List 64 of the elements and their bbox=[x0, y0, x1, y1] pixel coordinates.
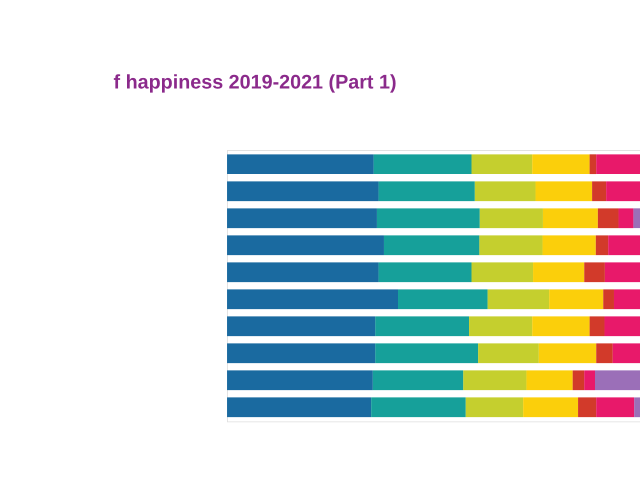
bar bbox=[372, 370, 464, 390]
bar bbox=[536, 181, 592, 202]
bar bbox=[375, 343, 478, 364]
bar bbox=[532, 154, 590, 174]
bar bbox=[478, 343, 539, 364]
bar bbox=[479, 235, 543, 256]
bar bbox=[592, 181, 606, 202]
bar bbox=[469, 316, 532, 336]
bar bbox=[488, 289, 550, 310]
bar bbox=[634, 397, 640, 418]
bar bbox=[618, 208, 634, 228]
bar bbox=[612, 343, 640, 364]
bar bbox=[598, 208, 619, 228]
bar bbox=[533, 262, 584, 282]
bar bbox=[549, 289, 604, 310]
bar bbox=[584, 262, 605, 282]
bar bbox=[376, 208, 480, 228]
bar bbox=[594, 370, 640, 390]
bar bbox=[472, 262, 534, 282]
bar bbox=[532, 316, 590, 336]
bar bbox=[608, 235, 640, 256]
bar bbox=[227, 316, 376, 336]
bar bbox=[614, 289, 640, 310]
bar bbox=[523, 397, 578, 418]
bar bbox=[374, 154, 472, 174]
bar bbox=[398, 289, 488, 310]
bar bbox=[590, 316, 604, 336]
bar bbox=[538, 343, 596, 364]
bar bbox=[227, 397, 372, 418]
bar bbox=[227, 154, 374, 174]
bar bbox=[227, 370, 373, 390]
bar bbox=[378, 181, 475, 202]
bar bbox=[474, 181, 536, 202]
chart-title: f happiness 2019-2021 (Part 1) bbox=[114, 71, 397, 94]
bar bbox=[604, 316, 640, 336]
bar bbox=[633, 208, 640, 228]
bar bbox=[542, 235, 596, 256]
bar bbox=[603, 289, 614, 310]
bar bbox=[371, 397, 466, 418]
bar bbox=[375, 316, 470, 336]
bar bbox=[542, 208, 598, 228]
bar bbox=[463, 370, 526, 390]
bar bbox=[596, 235, 608, 256]
bar bbox=[227, 181, 379, 202]
bar bbox=[227, 289, 398, 310]
bar bbox=[378, 262, 472, 282]
bar bbox=[227, 235, 384, 256]
bar bbox=[384, 235, 480, 256]
bar bbox=[606, 181, 640, 202]
bar bbox=[227, 262, 379, 282]
bar bbox=[596, 397, 634, 418]
bar bbox=[526, 370, 573, 390]
bar bbox=[227, 208, 377, 228]
bar bbox=[604, 262, 640, 282]
bar bbox=[466, 397, 524, 418]
bar bbox=[596, 343, 613, 364]
bar bbox=[572, 370, 584, 390]
bar bbox=[584, 370, 595, 390]
bar bbox=[578, 397, 596, 418]
bar bbox=[590, 154, 596, 174]
bar bbox=[472, 154, 532, 174]
bar bbox=[227, 343, 376, 364]
bar bbox=[480, 208, 543, 228]
bar bbox=[596, 154, 640, 174]
